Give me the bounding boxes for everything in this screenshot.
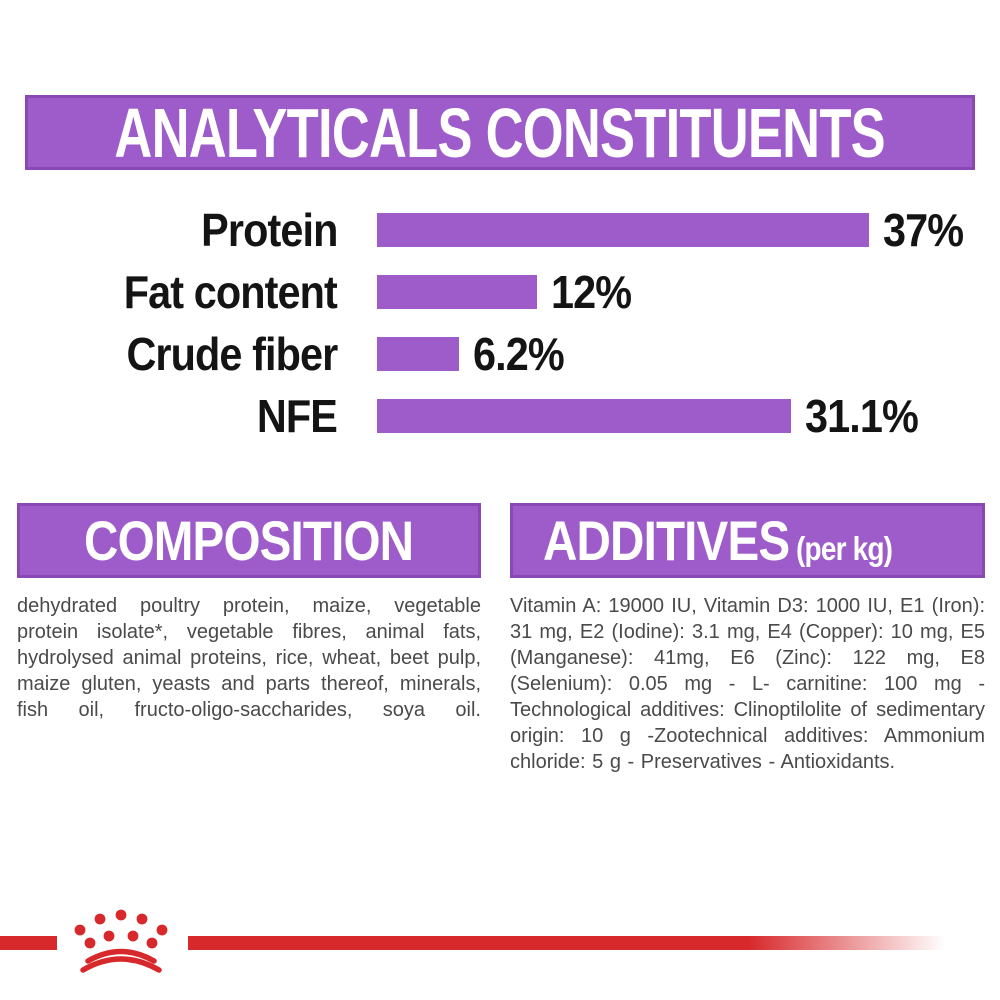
bar-label: Fat content: [123, 266, 338, 318]
additives-heading-suffix: (per kg): [796, 530, 893, 567]
additives-banner: ADDITIVES (per kg): [510, 503, 985, 578]
chart-row-protein: Protein 37%: [0, 204, 1000, 256]
additives-section: ADDITIVES (per kg) Vitamin A: 19000 IU, V…: [510, 503, 985, 775]
bar-value: 37%: [883, 204, 964, 256]
bar-label: Crude fiber: [126, 328, 338, 380]
bar-value: 31.1%: [805, 390, 919, 442]
bar: [377, 337, 459, 371]
bar-track: [377, 337, 459, 371]
analytical-constituents-title: ANALYTICALS CONSTITUENTS: [114, 93, 886, 172]
royal-canin-crown-icon: [74, 909, 168, 973]
bar: [377, 399, 791, 433]
chart-row-nfe: NFE 31.1%: [0, 390, 1000, 442]
bar-value: 6.2%: [473, 328, 565, 380]
bar-label: Protein: [200, 204, 338, 256]
bar-label: NFE: [256, 390, 338, 442]
bar: [377, 275, 537, 309]
additives-heading: ADDITIVES (per kg): [543, 508, 893, 573]
chart-row-crude-fiber: Crude fiber 6.2%: [0, 328, 1000, 380]
composition-heading: COMPOSITION: [84, 509, 414, 572]
bar: [377, 213, 869, 247]
brand-line-right: [188, 936, 945, 950]
composition-section: COMPOSITION dehydrated poultry protein, …: [17, 503, 481, 723]
chart-row-fat-content: Fat content 12%: [0, 266, 1000, 318]
bar-value: 12%: [551, 266, 632, 318]
composition-text: dehydrated poultry protein, maize, veget…: [17, 595, 481, 721]
bar-track: [377, 275, 537, 309]
brand-line-left: [0, 936, 57, 950]
bar-track: [377, 213, 869, 247]
additives-text: Vitamin A: 19000 IU, Vitamin D3: 1000 IU…: [510, 595, 985, 773]
composition-banner: COMPOSITION: [17, 503, 481, 578]
bar-track: [377, 399, 791, 433]
analytical-constituents-banner: ANALYTICALS CONSTITUENTS: [25, 93, 975, 172]
additives-heading-main: ADDITIVES: [543, 509, 790, 572]
